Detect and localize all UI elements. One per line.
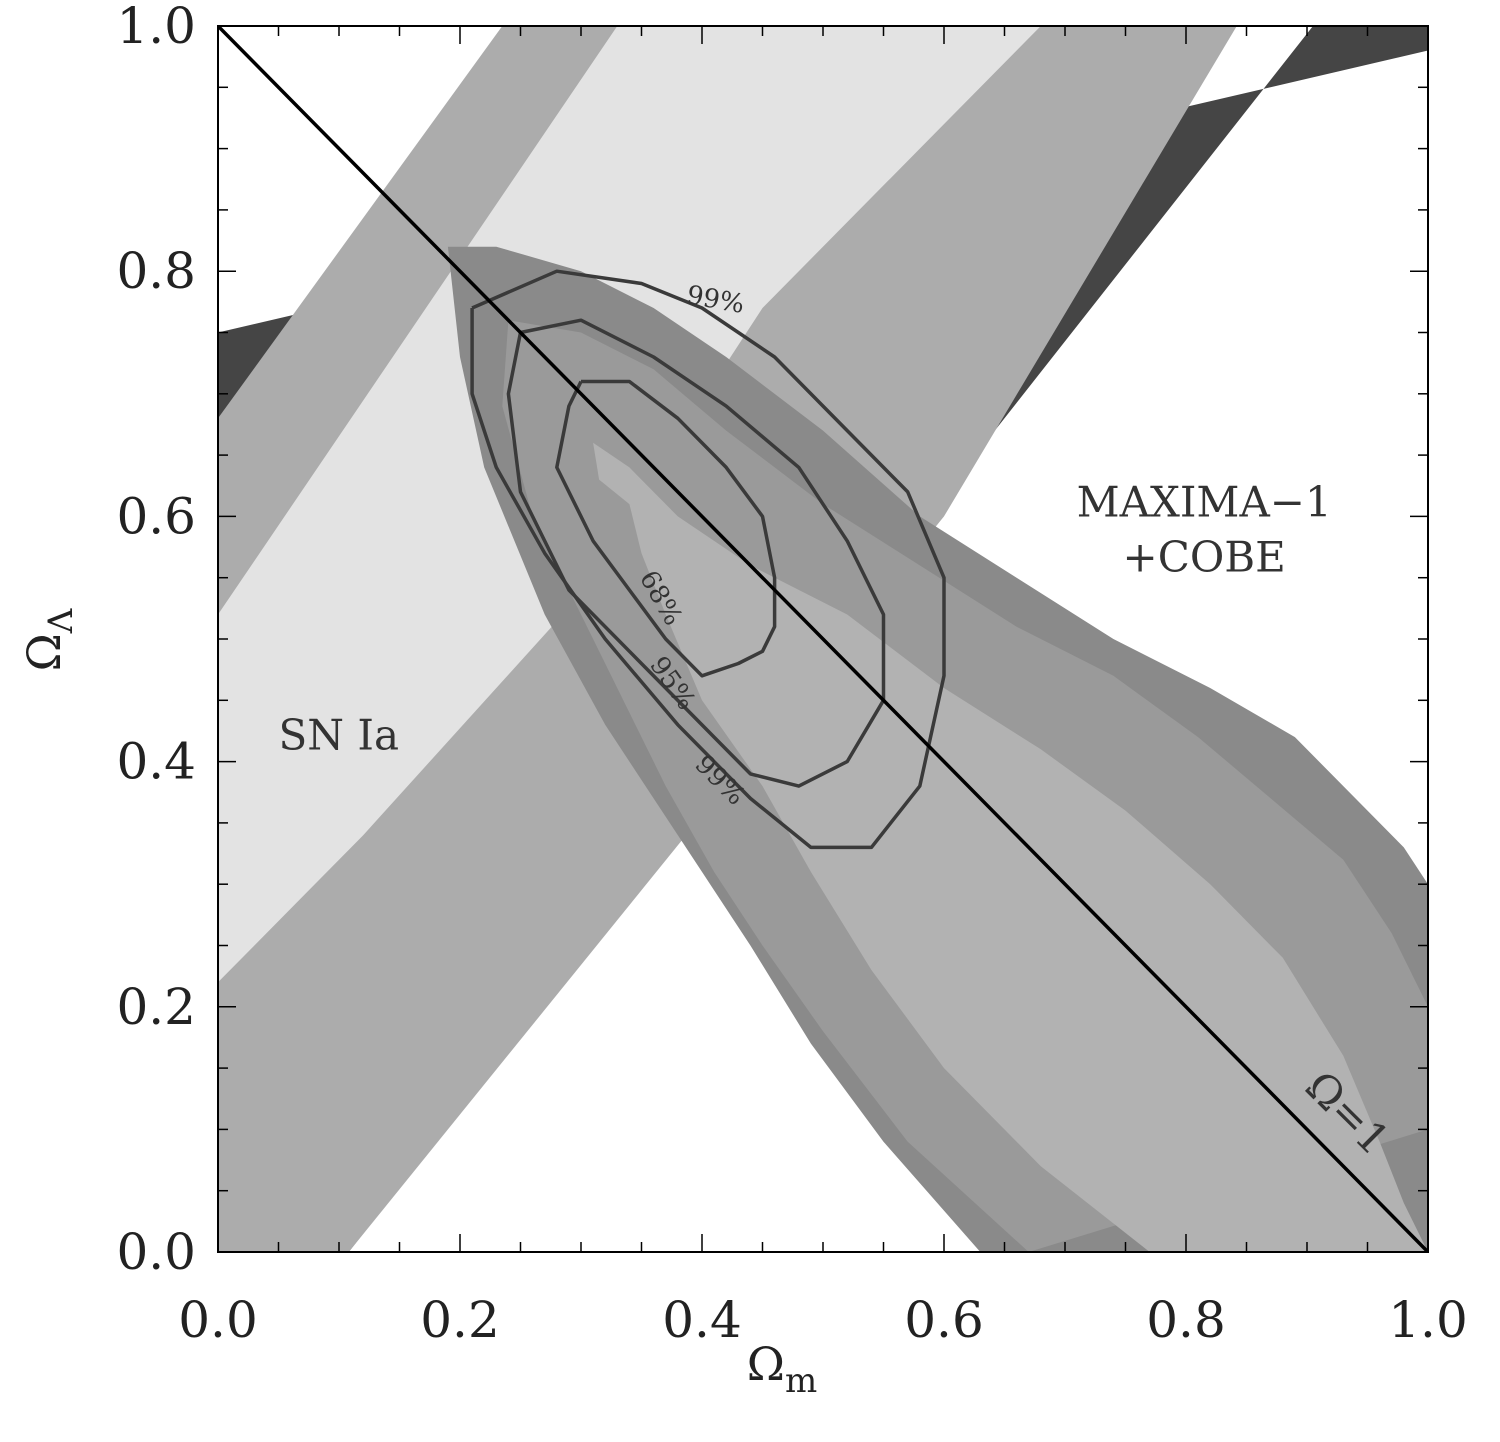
- x-axis-title-sub: m: [785, 1361, 817, 1401]
- annotation-1: MAXIMA−1: [1077, 477, 1332, 526]
- x-tick-labels: 0.0 0.2 0.4 0.6 0.8 1.0: [178, 1291, 1468, 1349]
- y-axis-title-main: Ω: [17, 633, 71, 671]
- y-axis-title: ΩΛ: [17, 608, 81, 671]
- annotations: SN Ia MAXIMA−1 +COBE: [279, 477, 1332, 759]
- y-tick-label: 0.0: [116, 1223, 196, 1281]
- y-tick-labels: 0.0 0.2 0.4 0.6 0.8 1.0: [116, 0, 196, 1281]
- y-tick-label: 1.0: [116, 0, 196, 55]
- x-axis-title-main: Ω: [747, 1337, 785, 1391]
- x-tick-label: 1.0: [1388, 1291, 1468, 1349]
- x-tick-label: 0.0: [178, 1291, 258, 1349]
- x-tick-label: 0.8: [1146, 1291, 1226, 1349]
- ticks: [217, 25, 1429, 1253]
- x-tick-label: 0.6: [904, 1291, 984, 1349]
- x-tick-label: 0.2: [420, 1291, 500, 1349]
- flat-universe-line: [218, 26, 1428, 1252]
- annotation-0: SN Ia: [279, 710, 400, 759]
- x-axis-title: Ωm: [747, 1337, 817, 1401]
- y-tick-label: 0.2: [116, 978, 196, 1036]
- contour-line-95: [506, 318, 886, 788]
- maxima-region-inner: [593, 442, 1428, 1252]
- contour-line-68: [555, 379, 777, 678]
- annotation-2: +COBE: [1123, 533, 1286, 582]
- y-tick-label: 0.8: [116, 242, 196, 300]
- y-tick-label: 0.6: [116, 487, 196, 545]
- contour-line-99: [470, 269, 946, 850]
- x-tick-label: 0.4: [662, 1291, 742, 1349]
- y-axis-title-sub: Λ: [41, 608, 81, 634]
- y-tick-label: 0.4: [116, 733, 196, 791]
